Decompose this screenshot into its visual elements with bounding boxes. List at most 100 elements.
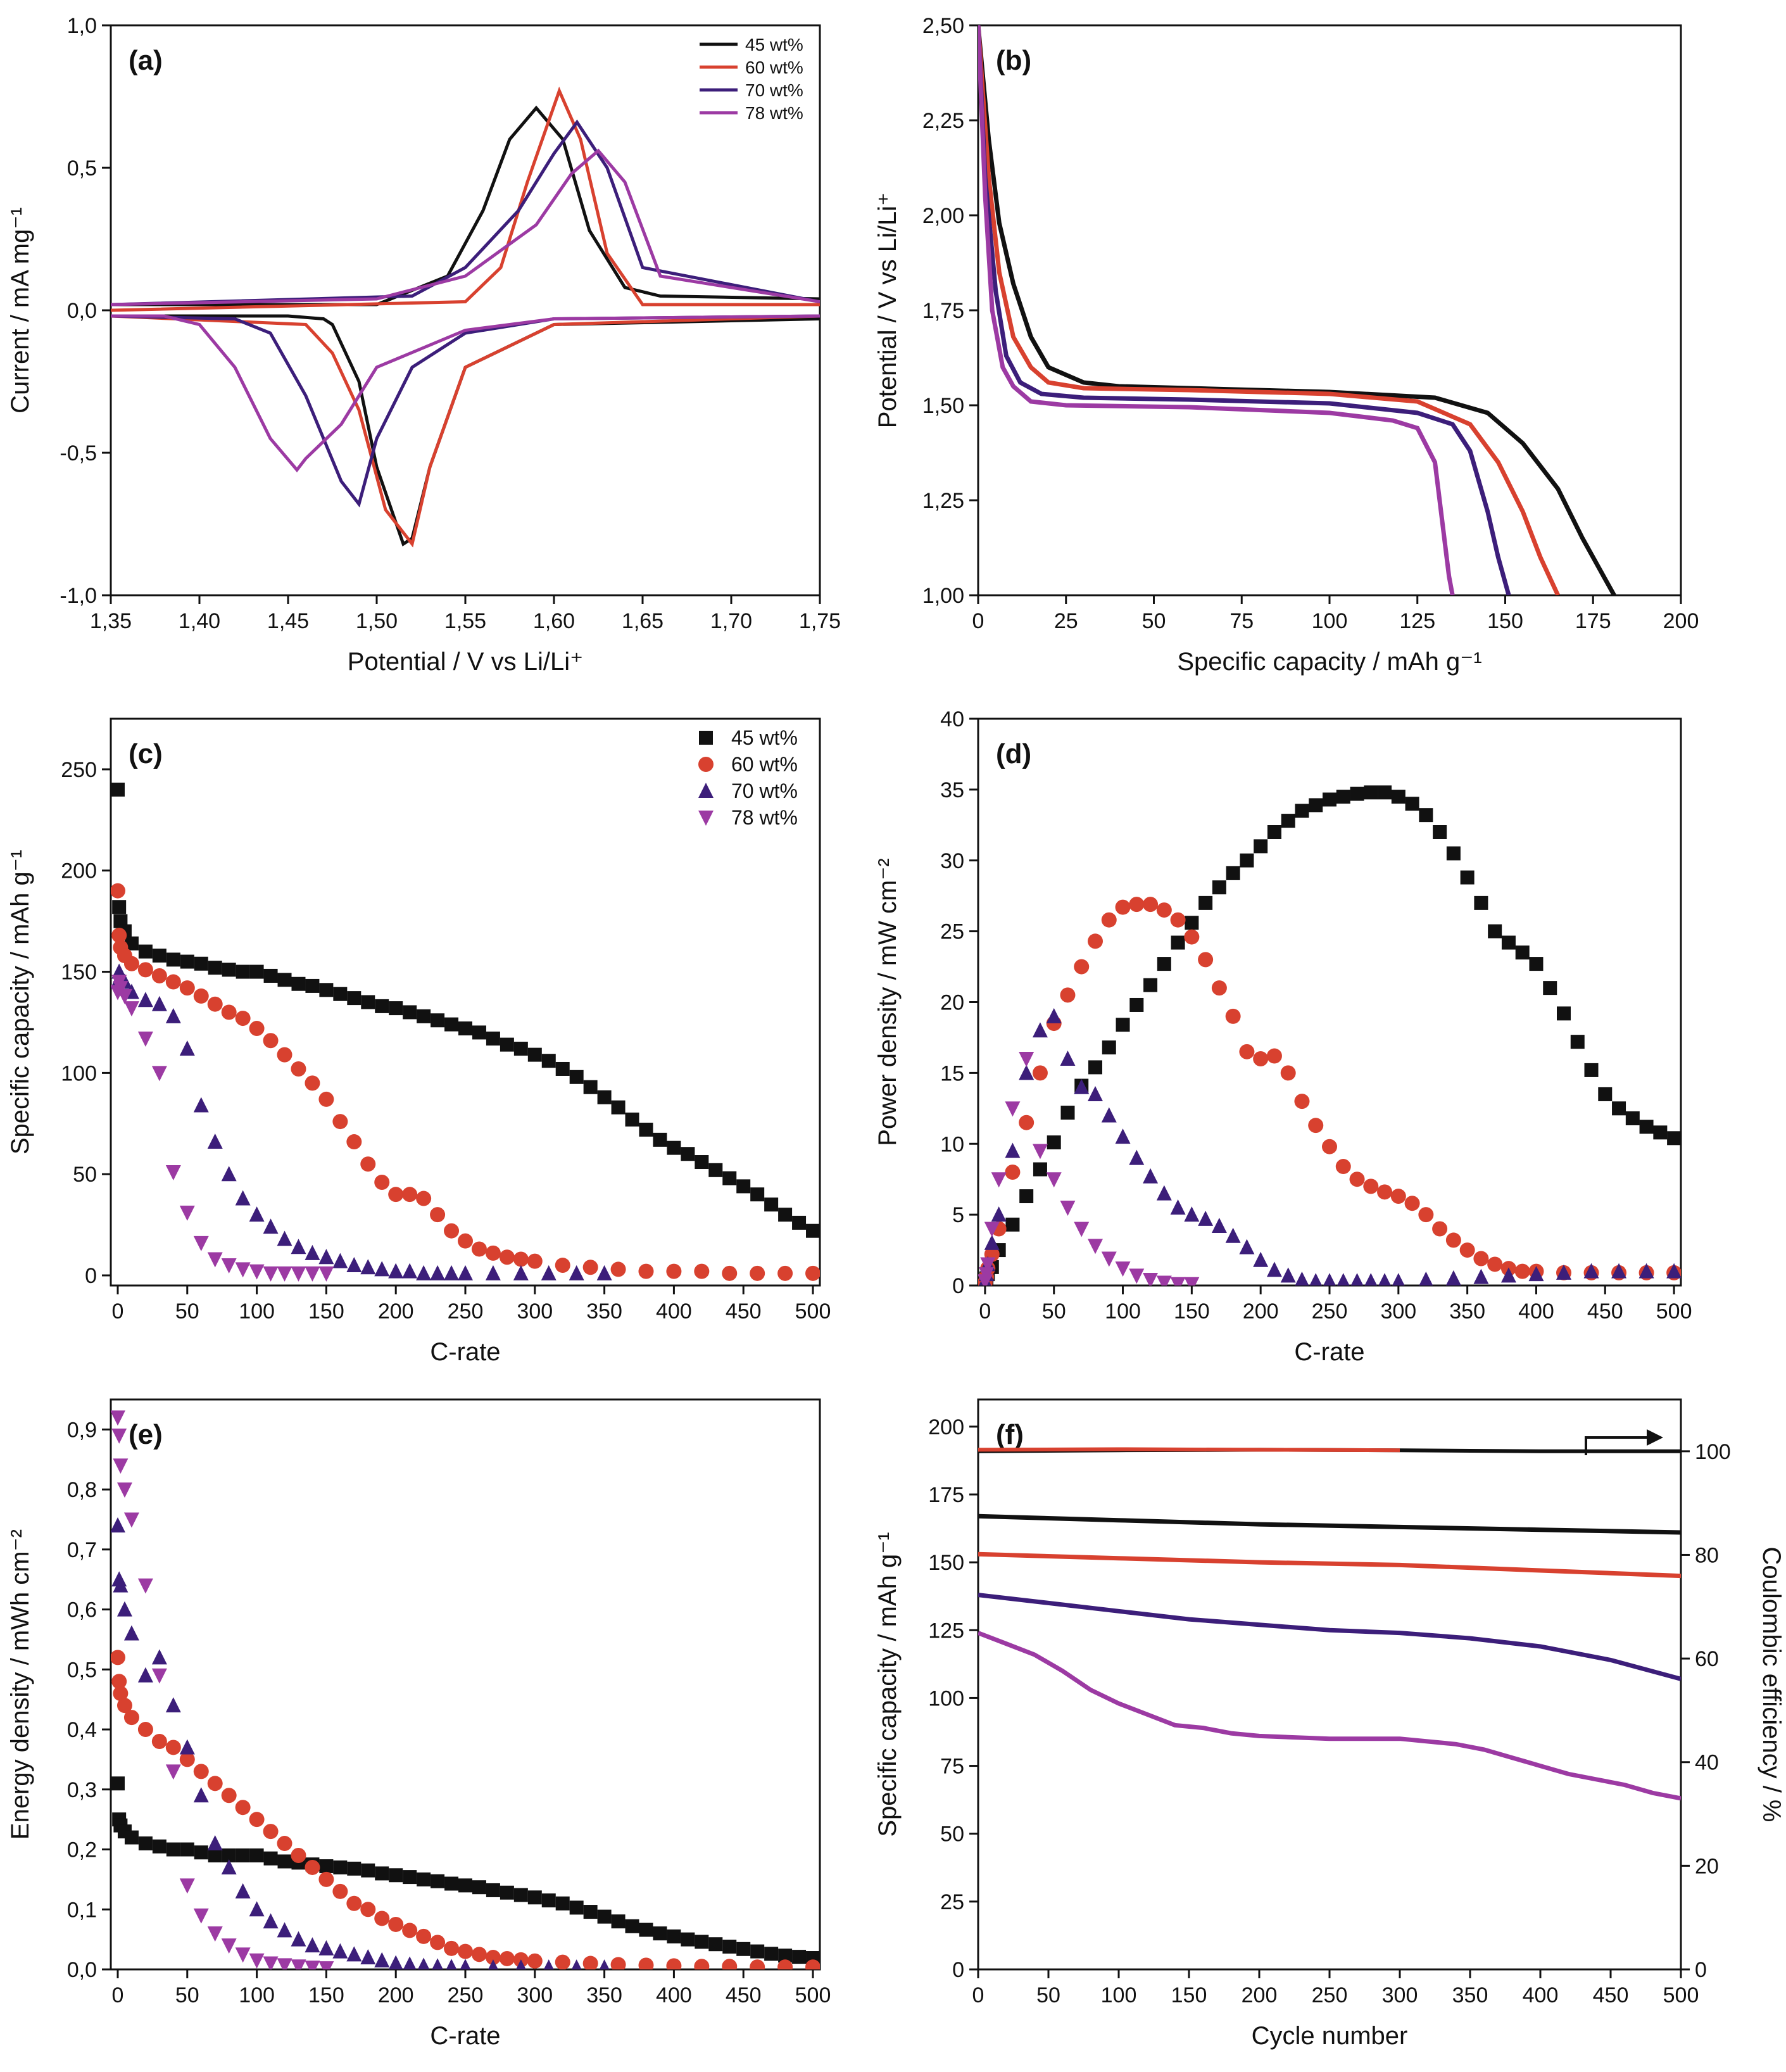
legend-label: 78 wt% [731, 806, 798, 829]
data-point-45-wt [403, 1005, 417, 1020]
data-layer [111, 1410, 820, 1969]
data-point-45-wt [208, 961, 222, 975]
data-point-45-wt [611, 1914, 626, 1929]
data-point-60-wt [610, 1261, 626, 1277]
data-point-60-wt [179, 980, 195, 996]
data-point-60-wt [1266, 1048, 1282, 1064]
y-tick-label: 2,25 [922, 109, 964, 133]
data-point-78-wt [111, 1410, 125, 1426]
data-point-78-wt [113, 981, 129, 997]
panel-label: (f) [996, 1419, 1024, 1450]
series-line-70-wt-reduction [111, 314, 820, 508]
x-tick-label: 150 [1171, 1983, 1207, 2007]
data-point-60-wt [722, 1959, 738, 1969]
data-point-70-wt [111, 1517, 125, 1532]
series-line-60-wt-oxidation [111, 86, 820, 312]
data-point-70-wt [1528, 1266, 1544, 1282]
data-point-60-wt [1335, 1159, 1351, 1175]
data-point-60-wt [137, 1722, 153, 1738]
data-point-45-wt [569, 1900, 584, 1915]
data-point-60-wt [165, 1740, 181, 1755]
x-tick-label: 300 [517, 1299, 553, 1323]
data-point-78-wt [291, 1959, 306, 1969]
y-tick-label: 0,2 [67, 1838, 97, 1862]
data-point-70-wt [1225, 1227, 1241, 1243]
data-point-45-wt [583, 1080, 598, 1094]
data-point-70-wt [1583, 1263, 1599, 1279]
data-point-45-wt [667, 1929, 681, 1943]
data-point-70-wt [417, 1957, 430, 1969]
panel-b: 0 25 50 75 100 125 150 175 200 1,00 1,25 1,50 1,75 2,… [874, 14, 1699, 676]
legend-label: 45 wt% [745, 35, 803, 54]
data-point-60-wt [694, 1959, 710, 1969]
data-point-70-wt [374, 1261, 390, 1277]
data-point-60-wt [444, 1223, 460, 1239]
data-point-78-wt [291, 1266, 306, 1282]
data-point-70-wt [1556, 1264, 1571, 1280]
data-point-70-wt [1211, 1218, 1227, 1234]
y-tick-label: 0,7 [67, 1538, 97, 1562]
data-point-60-wt [430, 1935, 446, 1950]
data-point-60-wt [402, 1923, 418, 1938]
data-point-60-wt [305, 1859, 320, 1875]
data-point-45-wt [458, 1878, 472, 1893]
y2-tick-label: 80 [1695, 1543, 1719, 1567]
y-tick-label: 0,8 [67, 1478, 97, 1502]
data-point-78-wt [179, 1878, 195, 1894]
x-tick-label: 50 [1042, 1299, 1066, 1323]
y-tick-label: 20 [940, 991, 964, 1015]
data-point-78-wt [151, 1668, 167, 1684]
x-tick-label: 0 [112, 1299, 124, 1323]
data-point-45-wt [111, 782, 125, 797]
data-point-45-wt [291, 976, 306, 991]
x-tick-label: 300 [1380, 1299, 1416, 1323]
x-tick-label: 250 [1312, 1983, 1348, 2007]
y-tick-label: 100 [61, 1061, 97, 1085]
data-point-60-wt [750, 1959, 765, 1969]
x-tick-label: 1,75 [799, 609, 841, 633]
data-point-70-wt [1170, 1199, 1186, 1215]
data-point-60-wt [1239, 1044, 1255, 1059]
x-tick-label: 300 [1382, 1983, 1418, 2007]
x-tick-label: 200 [1242, 1983, 1278, 2007]
efficiency-line-60-wt [978, 1447, 1400, 1453]
data-point-60-wt [1211, 980, 1227, 996]
x-tick-label: 50 [175, 1983, 199, 2007]
data-point-45-wt [1267, 825, 1281, 839]
data-point-70-wt [249, 1901, 265, 1917]
data-point-45-wt [403, 1870, 417, 1885]
y-tick-label: 10 [940, 1132, 964, 1156]
data-point-45-wt [611, 1100, 626, 1115]
x-tick-label: 0 [972, 609, 984, 633]
data-point-45-wt [249, 1848, 264, 1862]
data-point-78-wt [137, 1032, 153, 1047]
series-line-60-wt [978, 1551, 1681, 1579]
data-point-45-wt [1543, 981, 1557, 995]
data-point-60-wt [165, 974, 181, 990]
data-point-78-wt [1074, 1222, 1090, 1237]
data-point-70-wt [207, 1134, 223, 1149]
series-line-78-wt [978, 1631, 1681, 1801]
data-point-45-wt [513, 1888, 528, 1902]
data-point-45-wt [152, 1839, 167, 1854]
data-point-45-wt [347, 1861, 362, 1876]
data-point-45-wt [458, 1021, 472, 1036]
data-point-70-wt [444, 1265, 460, 1280]
data-point-70-wt [543, 1959, 554, 1969]
data-point-70-wt [137, 1667, 153, 1683]
data-point-45-wt [263, 1851, 278, 1866]
data-point-60-wt [1473, 1251, 1489, 1267]
x-tick-label: 400 [656, 1299, 692, 1323]
data-point-70-wt [541, 1265, 557, 1280]
data-point-45-wt [1598, 1087, 1613, 1101]
data-point-70-wt [596, 1265, 612, 1280]
y-tick-label: 1,25 [922, 489, 964, 513]
data-point-45-wt [277, 1854, 292, 1869]
data-point-45-wt [1198, 895, 1213, 910]
y-tick-label: 100 [928, 1686, 964, 1710]
x-tick-label: 1,50 [356, 609, 398, 633]
data-point-70-wt [221, 1859, 237, 1874]
data-point-45-wt [333, 987, 348, 1001]
data-point-45-wt [1515, 945, 1530, 960]
data-point-78-wt [1184, 1277, 1200, 1286]
